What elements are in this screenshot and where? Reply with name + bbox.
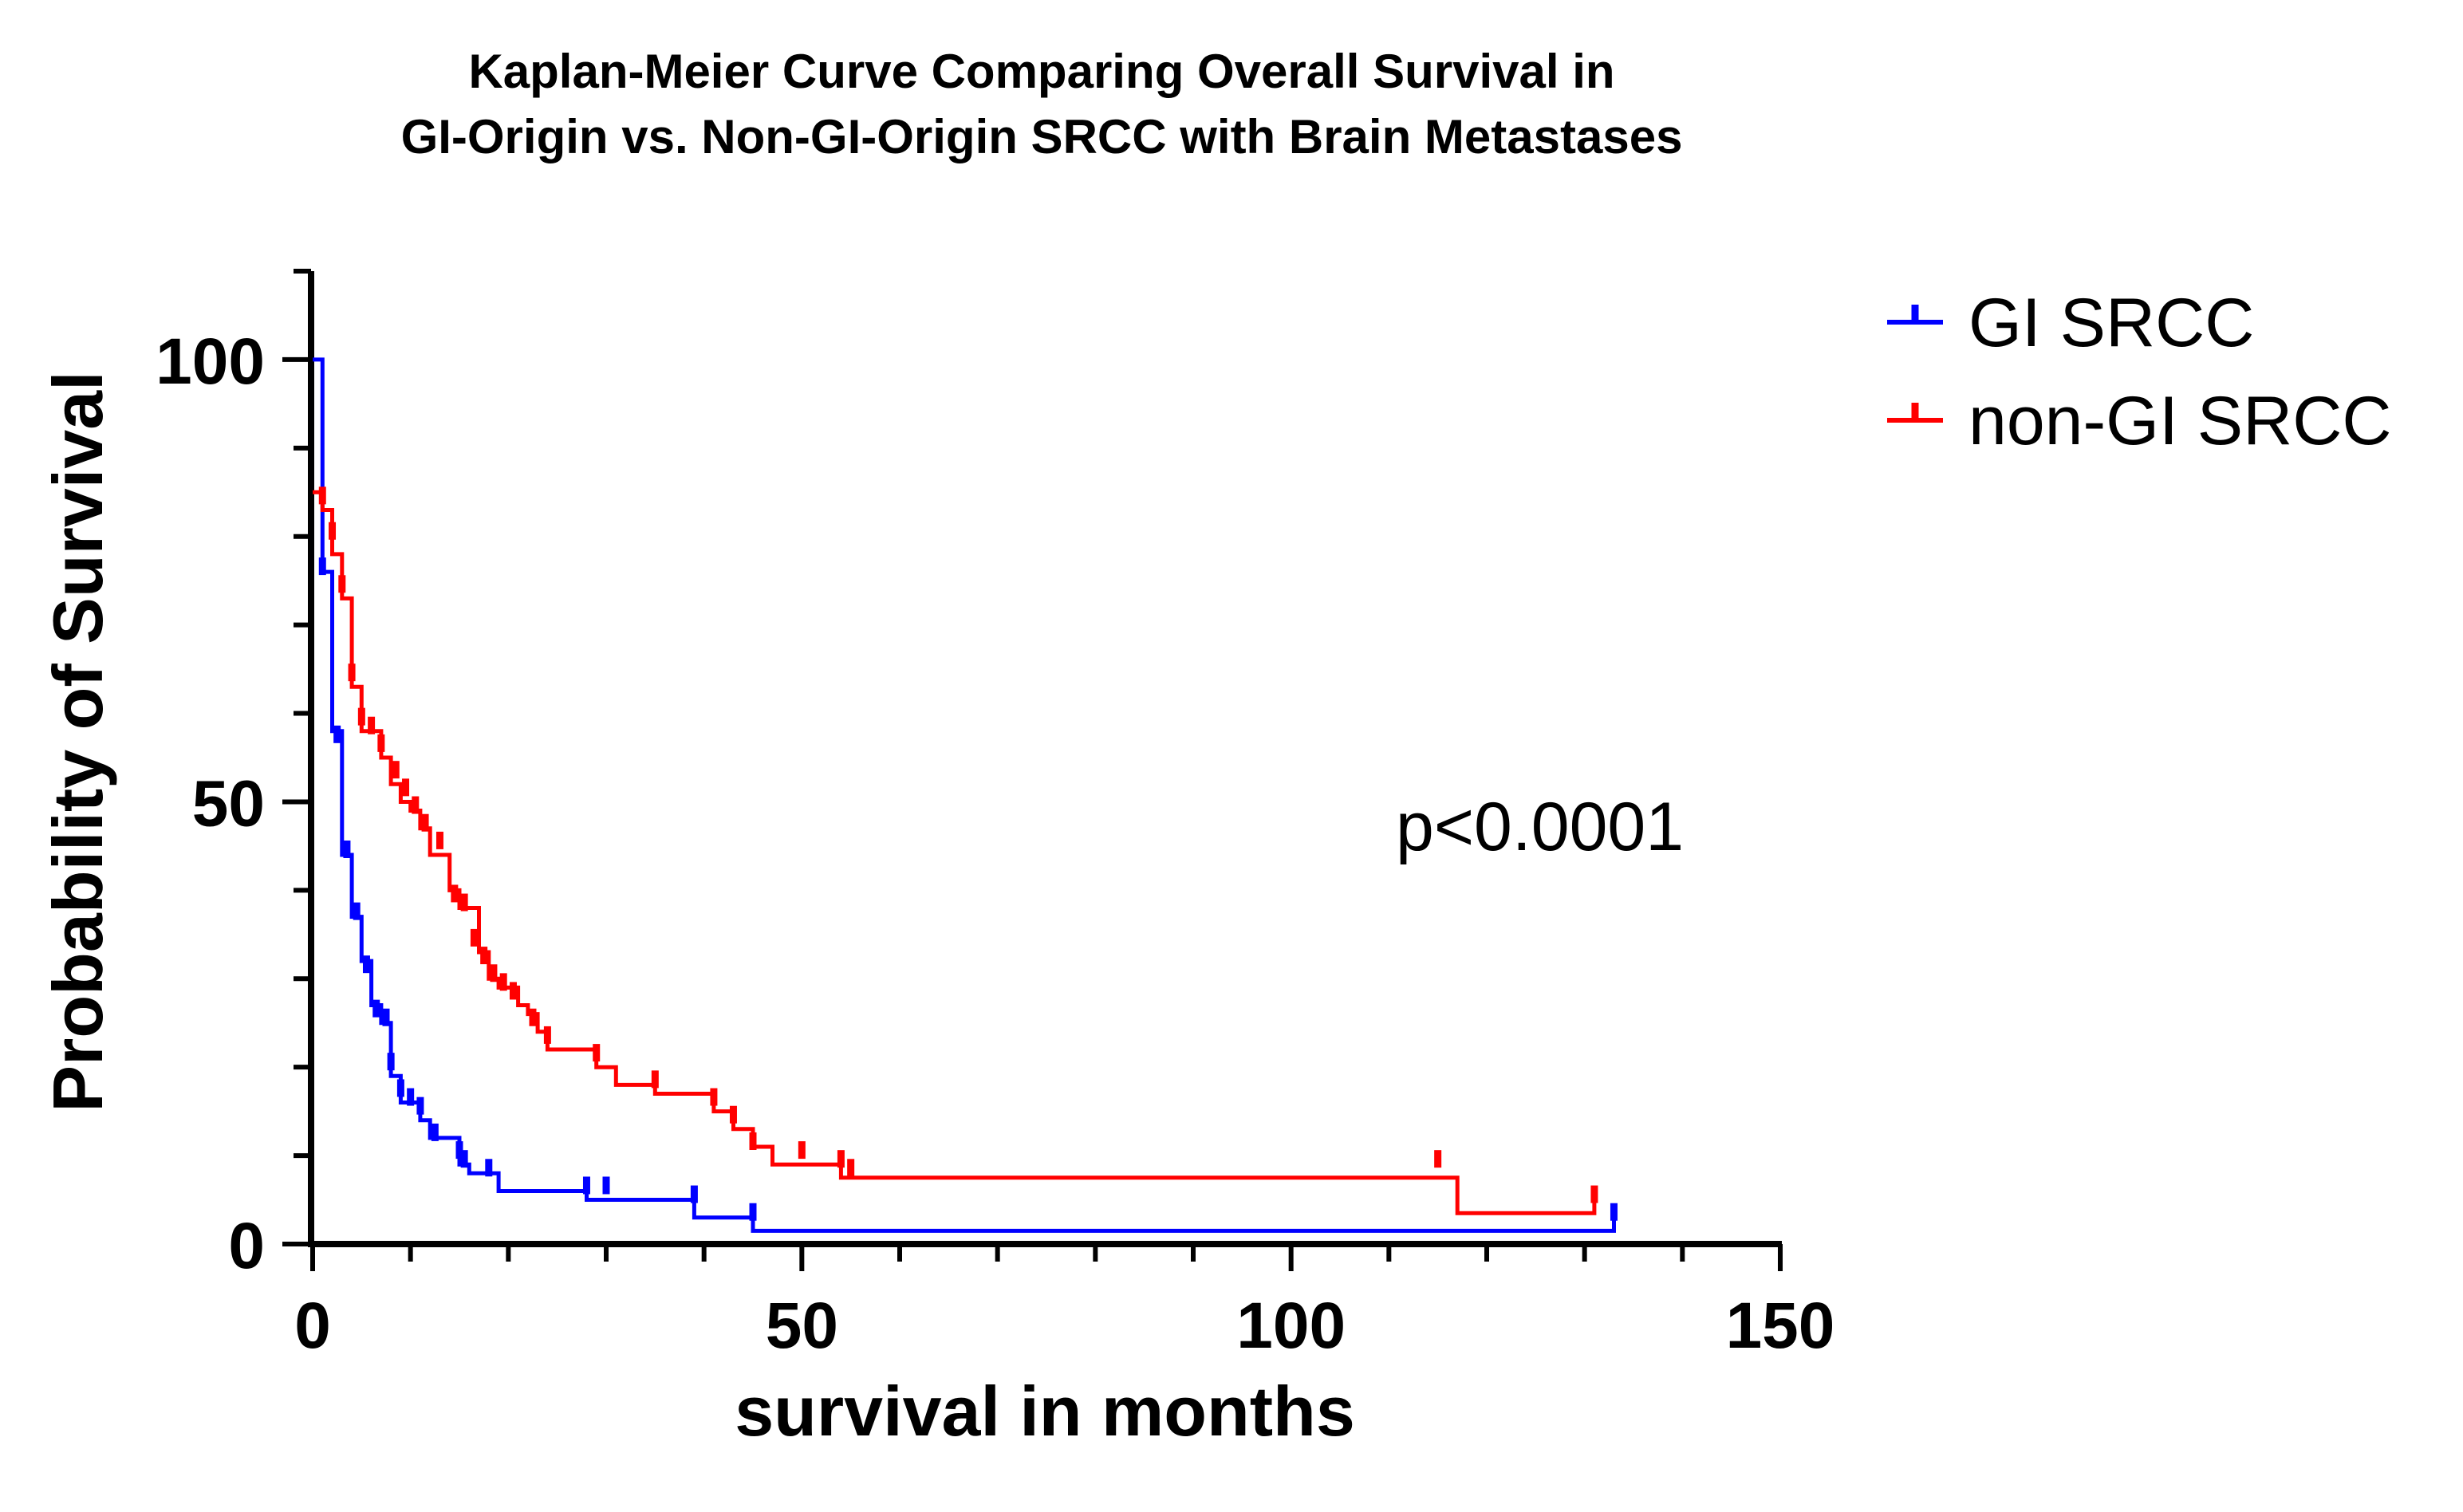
y-axis: 0 50 100: [156, 269, 314, 1282]
x-tick-label: 100: [1236, 1290, 1346, 1362]
chart-title: Kaplan-Meier Curve Comparing Overall Sur…: [468, 45, 1614, 98]
y-tick-label: 0: [228, 1210, 265, 1282]
legend-label-gi: GI SRCC: [1968, 285, 2254, 361]
y-axis-label: Probability of Survival: [38, 371, 117, 1112]
survival-curve-non-gi: [313, 490, 1597, 1215]
legend-item-gi: GI SRCC: [1887, 285, 2254, 361]
y-tick-label: 100: [156, 325, 265, 398]
series-non-gi: [313, 486, 1598, 1215]
legend-label-non-gi: non-GI SRCC: [1968, 383, 2392, 459]
chart-subtitle: GI-Origin vs. Non-GI-Origin SRCC with Br…: [401, 110, 1683, 163]
legend-item-non-gi: non-GI SRCC: [1887, 383, 2392, 459]
survival-curve-gi: [313, 357, 1616, 1233]
series-layer: [313, 357, 1618, 1233]
series-gi: [313, 357, 1618, 1233]
y-tick-label: 50: [192, 767, 265, 840]
legend: GI SRCC non-GI SRCC: [1887, 285, 2392, 459]
x-axis-label: survival in months: [735, 1372, 1355, 1451]
x-tick-label: 150: [1726, 1290, 1835, 1362]
x-axis: 0 50 100 150: [294, 1241, 1835, 1362]
p-value-annotation: p<0.0001: [1396, 789, 1684, 865]
x-tick-label: 50: [766, 1290, 838, 1362]
x-tick-label: 0: [294, 1290, 331, 1362]
